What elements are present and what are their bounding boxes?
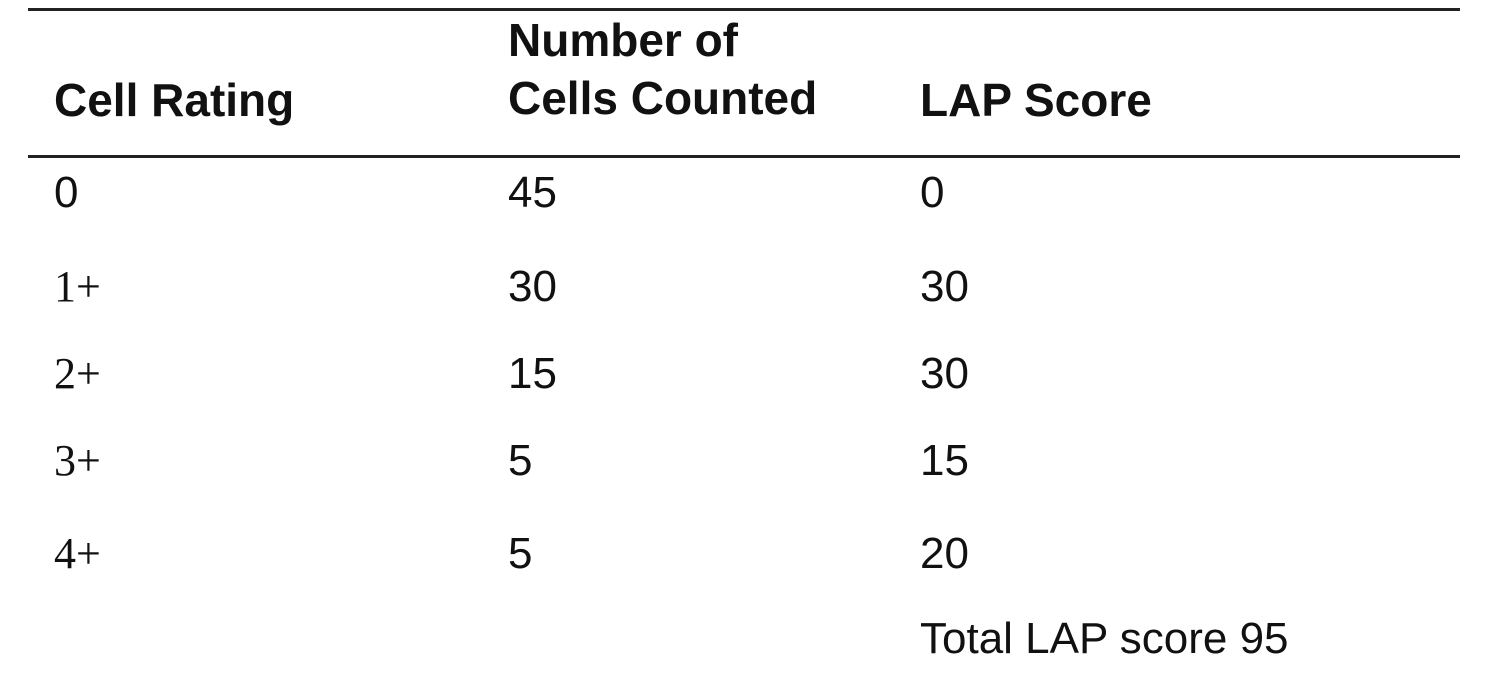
row-1-count: 30 [508, 262, 557, 311]
row-1-rating: 1+ [54, 262, 101, 311]
row-2-count: 15 [508, 349, 557, 398]
total-lap-score: Total LAP score 95 [920, 614, 1289, 663]
row-2-rating: 2+ [54, 349, 101, 398]
header-cells-counted-line1: Number of [508, 14, 738, 66]
row-0-rating: 0 [54, 168, 79, 217]
lap-score-table: Cell Rating Number of Cells Counted LAP … [28, 0, 1460, 696]
row-0-score: 0 [920, 168, 945, 217]
row-1-score: 30 [920, 262, 969, 311]
table-header-rule [28, 155, 1460, 158]
row-4-count: 5 [508, 529, 533, 578]
row-4-rating: 4+ [54, 529, 101, 578]
header-cell-rating: Cell Rating [54, 74, 295, 126]
row-3-score: 15 [920, 436, 969, 485]
row-0-count: 45 [508, 168, 557, 217]
row-3-count: 5 [508, 436, 533, 485]
row-3-rating: 3+ [54, 436, 101, 485]
row-2-score: 30 [920, 349, 969, 398]
header-cells-counted-line2: Cells Counted [508, 72, 818, 124]
table-top-rule [28, 8, 1460, 11]
header-lap-score: LAP Score [920, 74, 1152, 126]
row-4-score: 20 [920, 529, 969, 578]
